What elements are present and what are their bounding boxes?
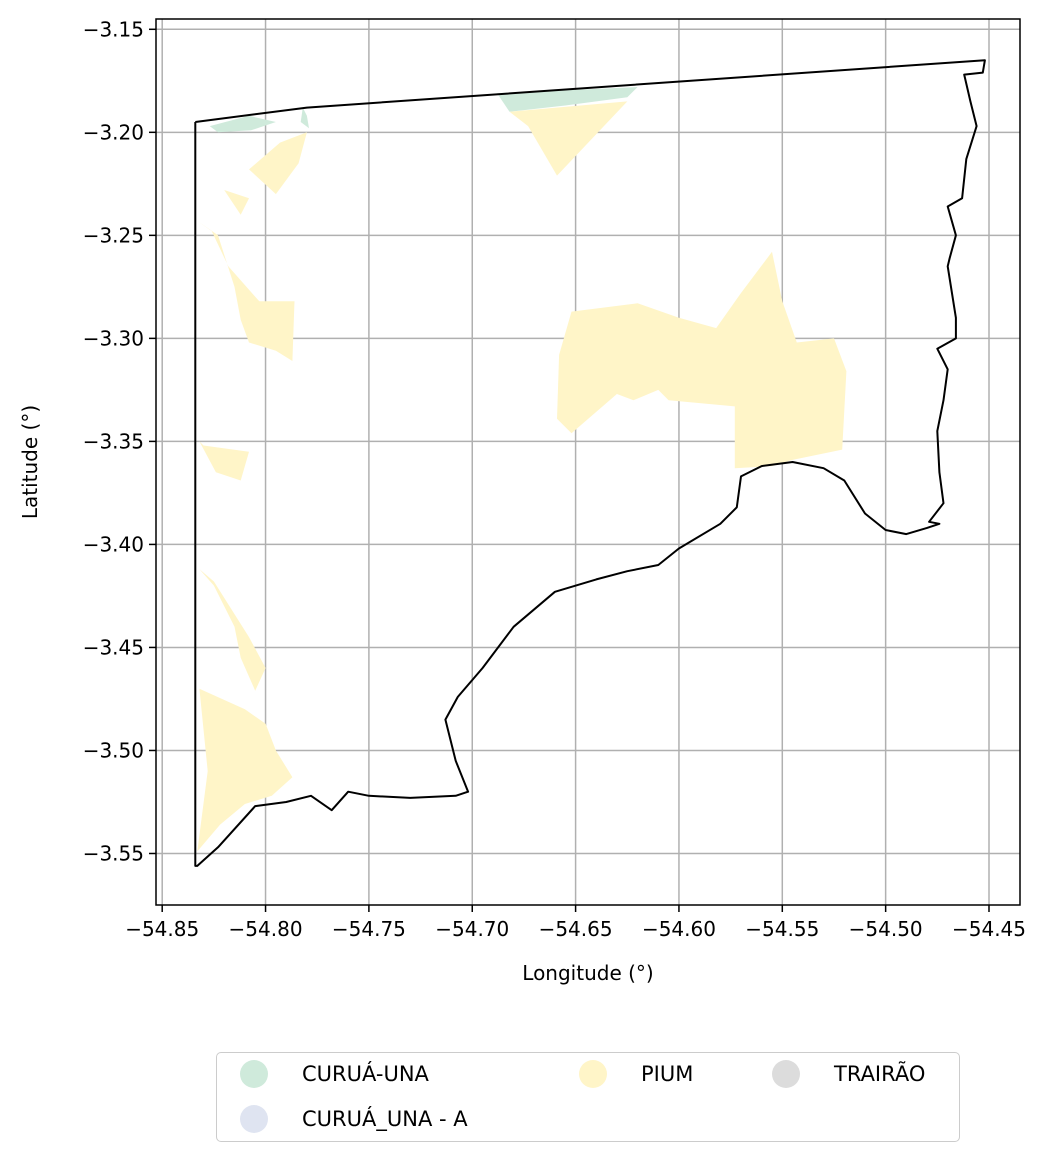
x-tick-label: −54.80 (229, 917, 303, 941)
region-curua-una (209, 115, 276, 133)
y-tick-label: −3.20 (83, 120, 144, 144)
y-tick-label: −3.55 (83, 841, 144, 865)
legend-swatch-curua-una-a (240, 1105, 268, 1133)
region-pium (249, 132, 307, 195)
region-pium (509, 101, 628, 176)
x-tick-label: −54.60 (642, 917, 716, 941)
legend-label-curua-una: CURUÁ-UNA (302, 1062, 429, 1086)
x-tick-label: −54.50 (849, 917, 923, 941)
y-tick-label: −3.45 (83, 635, 144, 659)
legend-label-trairao: TRAIRÃO (834, 1062, 926, 1086)
legend-item-curua-una-a: CURUÁ_UNA - A (240, 1104, 468, 1134)
region-pium (224, 190, 249, 215)
x-tick-label: −54.70 (435, 917, 509, 941)
y-axis-label: Latitude (°) (18, 405, 42, 519)
x-axis-ticks: −54.85 −54.80 −54.75 −54.70 −54.65 −54.60 −54.… (125, 905, 1026, 941)
y-tick-label: −3.40 (83, 532, 144, 556)
legend-swatch-curua-una (240, 1060, 268, 1088)
y-tick-label: −3.30 (83, 326, 144, 350)
y-axis-ticks: −3.15 −3.20 −3.25 −3.30 −3.35 −3.40 −3.45 −3.50… (83, 17, 156, 865)
region-pium (199, 569, 266, 691)
x-tick-label: −54.75 (332, 917, 406, 941)
y-tick-label: −3.50 (83, 738, 144, 762)
legend-item-trairao: TRAIRÃO (772, 1059, 925, 1089)
legend-label-pium: PIUM (641, 1062, 694, 1086)
x-tick-label: −54.85 (125, 917, 199, 941)
region-pium (557, 251, 847, 469)
legend: CURUÁ-UNA CURUÁ_UNA - A PIUM TRAIRÃO (216, 1052, 960, 1142)
x-axis-label: Longitude (°) (522, 961, 653, 985)
x-tick-label: −54.55 (745, 917, 819, 941)
x-tick-label: −54.65 (539, 917, 613, 941)
y-tick-label: −3.25 (83, 223, 144, 247)
legend-item-pium: PIUM (579, 1059, 693, 1089)
boundary-line (194, 59, 986, 867)
x-tick-label: −54.45 (952, 917, 1026, 941)
plot-frame (155, 18, 1021, 906)
region-fills (197, 87, 847, 852)
y-tick-label: −3.15 (83, 17, 144, 41)
legend-swatch-pium (579, 1060, 607, 1088)
legend-swatch-trairao (772, 1060, 800, 1088)
legend-item-curua-una: CURUÁ-UNA (240, 1059, 429, 1089)
region-curua-una (497, 87, 638, 112)
region-pium (197, 220, 295, 361)
legend-label-curua-una-a: CURUÁ_UNA - A (302, 1107, 468, 1131)
region-pium (199, 441, 249, 481)
map-figure: −54.85 −54.80 −54.75 −54.70 −54.65 −54.60 −54.… (18, 17, 1026, 985)
region-pium (197, 688, 293, 852)
region-curua-una (300, 107, 309, 129)
study-area-boundary (194, 59, 986, 867)
y-tick-label: −3.35 (83, 429, 144, 453)
